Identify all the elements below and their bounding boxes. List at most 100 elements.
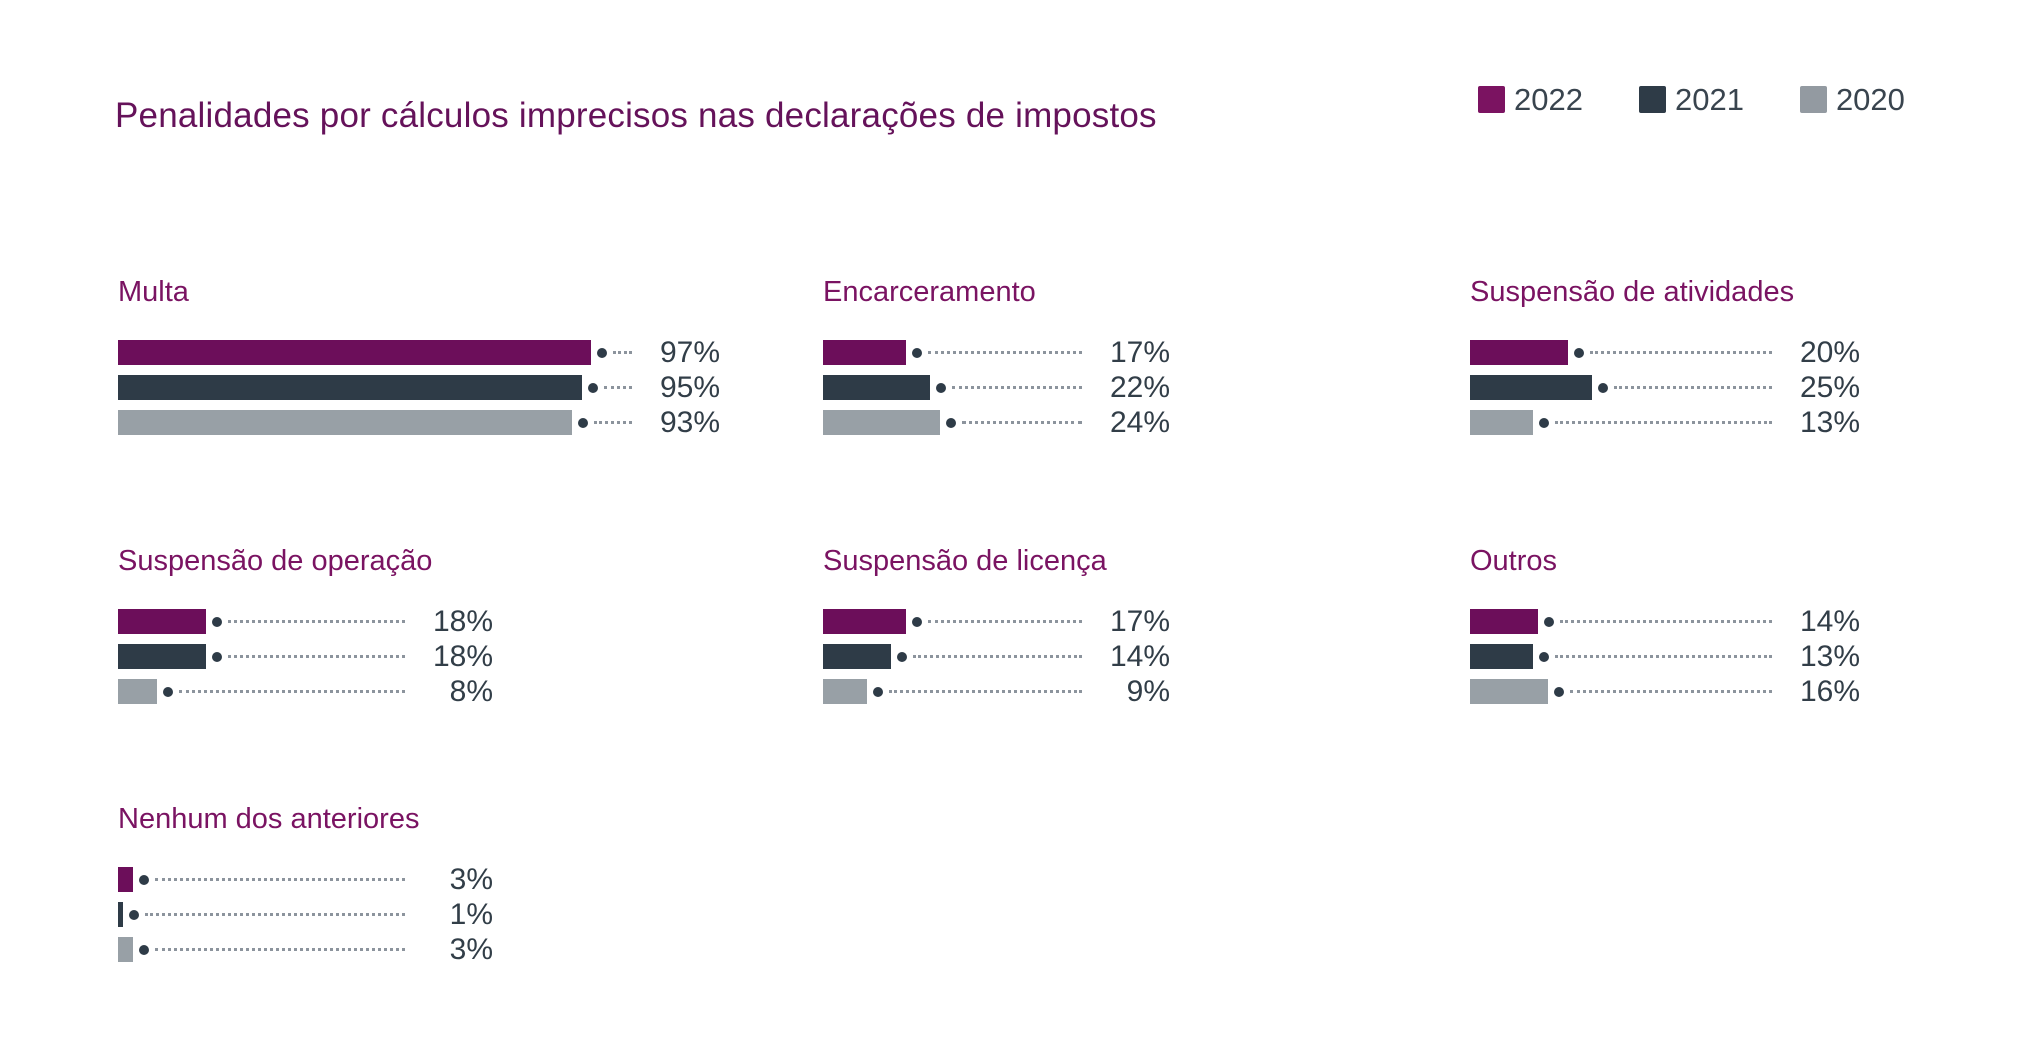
panel-title: Outros [1470, 545, 1558, 577]
value-label: 18% [432, 604, 493, 638]
bar-end-dot-icon [212, 616, 222, 627]
value-label: 8% [449, 674, 493, 708]
leader-line [594, 421, 632, 424]
bar-end-dot-icon [578, 417, 588, 428]
bar-row-2022: 17% [823, 604, 1170, 638]
leader-line [613, 351, 632, 354]
panel-title: Suspensão de licença [823, 545, 1107, 577]
bar-2022 [118, 340, 591, 365]
bar-row-2022: 14% [1470, 604, 1860, 638]
leader-line [155, 878, 405, 881]
value-label: 1% [449, 897, 493, 931]
bar-2020 [118, 679, 157, 704]
leader-line [1555, 421, 1772, 424]
value-label: 22% [1109, 370, 1170, 404]
chart-panel: Suspensão de operação 18% 18% 8% [118, 543, 493, 714]
bar-2021 [1470, 375, 1592, 400]
bar-row-2020: 16% [1470, 674, 1860, 708]
bar-end-dot-icon [588, 382, 598, 393]
bar-row-2022: 3% [118, 862, 493, 896]
bar-2020 [1470, 410, 1533, 435]
bar-2021 [118, 644, 206, 669]
bar-row-2022: 20% [1470, 335, 1860, 369]
bar-row-2021: 1% [118, 897, 493, 931]
bar-2021 [823, 644, 891, 669]
bar-end-dot-icon [1598, 382, 1608, 393]
value-label: 16% [1799, 674, 1860, 708]
bar-2022 [823, 340, 906, 365]
value-label: 24% [1109, 405, 1170, 439]
value-label: 95% [659, 370, 720, 404]
bar-row-2021: 22% [823, 370, 1170, 404]
bar-row-2021: 14% [823, 639, 1170, 673]
legend-label: 2020 [1835, 82, 1905, 117]
chart-legend: 2022 2021 2020 [1478, 84, 1905, 115]
legend-item-2020: 2020 [1799, 82, 1905, 117]
bar-end-dot-icon [1554, 686, 1564, 697]
value-label: 20% [1799, 335, 1860, 369]
bar-end-dot-icon [212, 651, 222, 662]
leader-line [928, 351, 1082, 354]
leader-line [145, 913, 405, 916]
bar-end-dot-icon [163, 686, 173, 697]
bar-row-2020: 13% [1470, 405, 1860, 439]
leader-line [1555, 655, 1772, 658]
panel-title: Suspensão de atividades [1470, 276, 1795, 308]
bar-end-dot-icon [1539, 417, 1549, 428]
leader-line [913, 655, 1082, 658]
value-label: 14% [1799, 604, 1860, 638]
leader-line [928, 620, 1082, 623]
leader-line [228, 655, 405, 658]
value-label: 97% [659, 335, 720, 369]
value-label: 14% [1109, 639, 1170, 673]
panel-title: Suspensão de operação [118, 545, 433, 577]
chart-panel: Suspensão de licença 17% 14% 9% [823, 543, 1170, 714]
bar-2022 [1470, 609, 1538, 634]
legend-item-2022: 2022 [1478, 84, 1583, 115]
bar-end-dot-icon [946, 417, 956, 428]
value-label: 93% [659, 405, 720, 439]
value-label: 9% [1126, 674, 1170, 708]
value-label: 3% [449, 932, 493, 966]
bar-2020 [118, 937, 133, 962]
chart-panel: Nenhum dos anteriores 3% 1% 3% [118, 801, 493, 972]
bar-2022 [118, 867, 133, 892]
bar-2021 [823, 375, 930, 400]
panel-title: Nenhum dos anteriores [118, 803, 420, 835]
value-label: 17% [1109, 604, 1170, 638]
bar-2020 [823, 410, 940, 435]
bar-2021 [1470, 644, 1533, 669]
value-label: 13% [1799, 405, 1860, 439]
value-label: 13% [1799, 639, 1860, 673]
bar-row-2021: 18% [118, 641, 493, 671]
leader-line [962, 421, 1082, 424]
chart-panel: Outros 14% 13% 16% [1470, 543, 1860, 714]
legend-label: 2021 [1674, 82, 1744, 117]
bar-row-2020: 8% [118, 674, 493, 708]
chart-title: Penalidades por cálculos imprecisos nas … [115, 96, 1157, 136]
bar-end-dot-icon [1539, 651, 1549, 662]
bar-2021 [118, 902, 123, 927]
value-label: 3% [449, 862, 493, 896]
bar-end-dot-icon [139, 874, 149, 885]
bar-end-dot-icon [1574, 347, 1584, 358]
legend-swatch-2022-icon [1478, 86, 1505, 113]
bar-2022 [1470, 340, 1568, 365]
leader-line [1560, 620, 1772, 623]
leader-line [889, 690, 1082, 693]
bar-end-dot-icon [1544, 616, 1554, 627]
leader-line [179, 690, 405, 693]
bar-row-2021: 95% [118, 370, 720, 404]
bar-2020 [823, 679, 867, 704]
bar-end-dot-icon [912, 347, 922, 358]
panel-title: Encarceramento [823, 276, 1036, 308]
bar-end-dot-icon [873, 686, 883, 697]
bar-2021 [118, 375, 582, 400]
value-label: 25% [1799, 370, 1860, 404]
leader-line [155, 948, 405, 951]
leader-line [1614, 386, 1772, 389]
leader-line [228, 620, 405, 623]
leader-line [1570, 690, 1772, 693]
bar-2022 [118, 609, 206, 634]
